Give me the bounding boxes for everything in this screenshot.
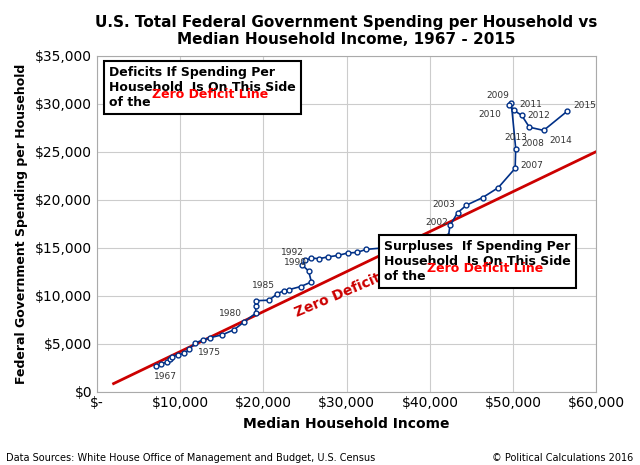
- Text: 2010: 2010: [478, 110, 501, 119]
- Text: 2008: 2008: [521, 139, 544, 148]
- Text: Zero Deficit Line: Zero Deficit Line: [152, 87, 268, 100]
- Text: 1992: 1992: [280, 248, 303, 257]
- Text: 2009: 2009: [486, 91, 509, 100]
- Text: Data Sources: White House Office of Management and Budget, U.S. Census: Data Sources: White House Office of Mana…: [6, 452, 376, 463]
- Text: 2002: 2002: [425, 219, 448, 227]
- Text: 1985: 1985: [252, 281, 275, 290]
- Text: 2015: 2015: [573, 101, 596, 110]
- Text: Zero Deficit Line: Zero Deficit Line: [292, 256, 417, 320]
- Text: 1975: 1975: [198, 348, 221, 358]
- Text: Surpluses  If Spending Per
Household  Is On This Side
of the: Surpluses If Spending Per Household Is O…: [384, 240, 571, 283]
- Y-axis label: Federal Government Spending per Household: Federal Government Spending per Househol…: [15, 63, 28, 384]
- X-axis label: Median Household Income: Median Household Income: [243, 418, 450, 432]
- Title: U.S. Total Federal Government Spending per Household vs
Median Household Income,: U.S. Total Federal Government Spending p…: [95, 15, 598, 47]
- Text: 2012: 2012: [527, 111, 550, 120]
- Text: 2003: 2003: [433, 200, 456, 209]
- Text: 1967: 1967: [154, 372, 177, 381]
- Text: 2000: 2000: [452, 248, 475, 257]
- Text: 2014: 2014: [549, 136, 572, 145]
- Text: 2013: 2013: [504, 133, 527, 142]
- Text: 1990: 1990: [284, 258, 307, 267]
- Text: 2007: 2007: [521, 161, 543, 170]
- Text: 2011: 2011: [519, 100, 542, 109]
- Text: Deficits If Spending Per
Household  Is On This Side
of the: Deficits If Spending Per Household Is On…: [109, 66, 296, 109]
- Text: Zero Deficit Line: Zero Deficit Line: [427, 262, 543, 275]
- Text: © Political Calculations 2016: © Political Calculations 2016: [492, 452, 634, 463]
- Text: 1980: 1980: [220, 309, 243, 318]
